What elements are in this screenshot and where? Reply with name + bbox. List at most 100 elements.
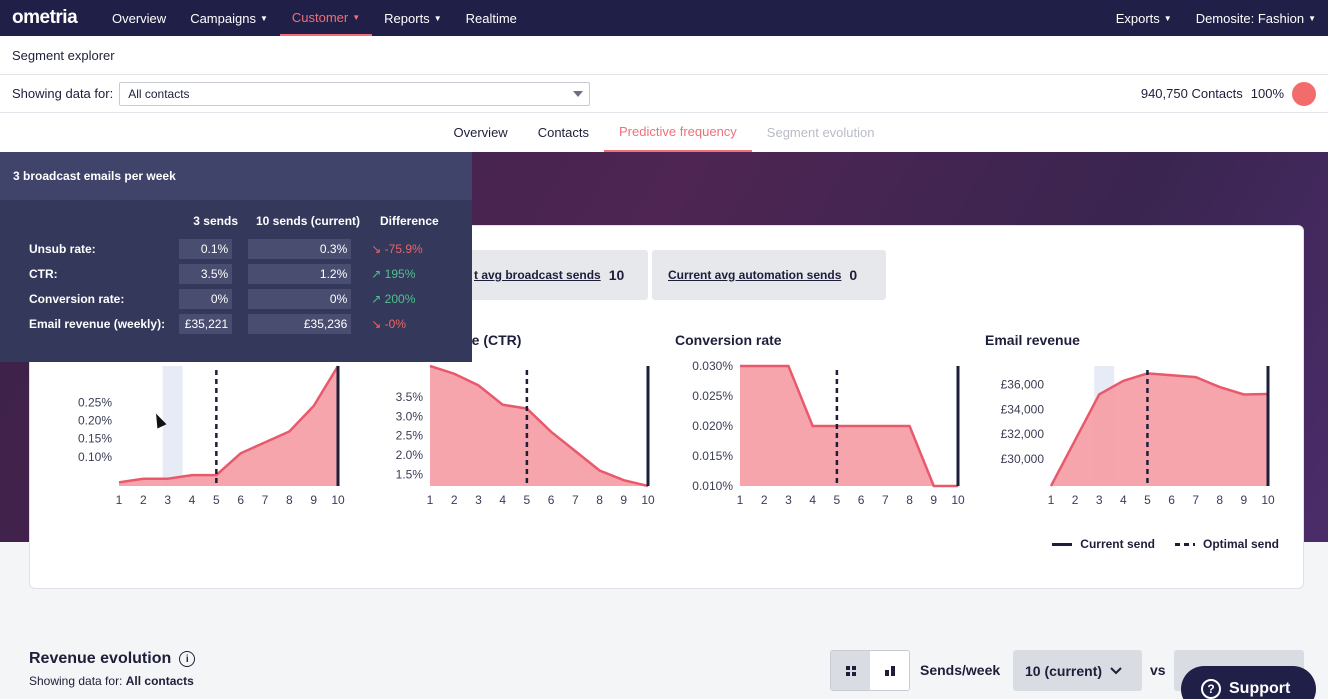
question-icon: ? (1201, 679, 1221, 699)
tooltip-col-a: 3 sends (193, 214, 238, 228)
tooltip-col-b: 10 sends (current) (256, 214, 361, 228)
tab-predictive-frequency[interactable]: Predictive frequency (604, 113, 752, 152)
tooltip-value-a: 3.5% (178, 263, 233, 284)
x-tick-label: 9 (620, 493, 627, 507)
nav-item-exports[interactable]: Exports ▼ (1104, 0, 1184, 36)
tooltip-value-a: 0% (178, 288, 233, 309)
sends-per-week-label: Sends/week (920, 662, 1001, 678)
x-tick-label: 5 (1144, 493, 1151, 507)
x-tick-label: 5 (213, 493, 220, 507)
legend-optimal-label: Optimal send (1202, 537, 1279, 551)
nav-item-reports[interactable]: Reports ▼ (372, 0, 453, 36)
email-revenue-chart[interactable]: £30,000 £32,000 £34,000 £36,000 1 2 3 4 5 6 7 8 9 10 (985, 360, 1285, 515)
tooltip-value-b: 0.3% (248, 238, 352, 259)
tab-overview[interactable]: Overview (453, 125, 508, 140)
top-nav: ometria Overview Campaigns ▼ Customer ▼ Repor… (0, 0, 1328, 36)
nav-item-overview[interactable]: Overview (100, 0, 178, 36)
x-tick-label: 1 (116, 493, 123, 507)
y-tick-label: £32,000 (1001, 427, 1045, 441)
x-tick-label: 1 (427, 493, 434, 507)
y-tick-label: 0.10% (78, 450, 112, 464)
x-tick-label: 6 (1168, 493, 1175, 507)
series-line (740, 364, 958, 488)
legend-current-label: Current send (1080, 537, 1155, 551)
page-title: Segment explorer (12, 47, 115, 63)
area-fill (119, 366, 338, 486)
area-fill (430, 366, 648, 486)
tooltip-row: Email revenue (weekly): £35,221 £35,236 ↘ -… (29, 311, 449, 336)
x-tick-label: 1 (1048, 493, 1055, 507)
x-tick-label: 3 (475, 493, 482, 507)
nav-item-customer[interactable]: Customer ▼ (279, 0, 373, 36)
tooltip-row-label: Conversion rate: (29, 291, 125, 306)
ometria-logo[interactable]: ometria (12, 7, 78, 28)
legend-optimal-send: Optimal send (1174, 537, 1279, 551)
bar-view-button[interactable] (870, 651, 909, 690)
frequency-tooltip: 3 broadcast emails per week 3 sends 10 s… (0, 152, 472, 362)
nav-item-realtime[interactable]: Realtime (454, 0, 529, 36)
tooltip-header-row: 3 sends 10 sends (current) Difference (29, 214, 449, 236)
caret-down-icon: ▼ (433, 13, 442, 23)
legend-current-send: Current send (1052, 537, 1155, 551)
x-tick-label: 2 (140, 493, 147, 507)
revenue-sub-value: All contacts (125, 674, 194, 688)
broadcast-sends-label[interactable]: t avg broadcast sends (474, 268, 601, 282)
grid-icon (845, 665, 856, 676)
y-tick-label: 2.0% (396, 448, 424, 462)
tooltip-diff-value: -0% (384, 316, 407, 331)
nav-item-label: Reports (384, 10, 430, 26)
tooltip-diff-value: -75.9% (384, 241, 423, 256)
revenue-sub-label: Showing data for: (29, 674, 123, 688)
nav-item-label: Campaigns (190, 10, 256, 26)
x-tick-label: 7 (262, 493, 269, 507)
x-tick-label: 8 (906, 493, 913, 507)
unsub-rate-chart[interactable]: 0.10% 0.15% 0.20% 0.25% 1 2 3 4 5 6 7 8 9 10 (60, 360, 360, 515)
view-toggle (830, 650, 910, 691)
arrow-down-right-icon: ↘ (371, 241, 382, 256)
x-tick-label: 8 (286, 493, 293, 507)
conversion-rate-chart[interactable]: 0.010% 0.015% 0.020% 0.025% 0.030% 1 2 3 4 5 6 7 8 9 1… (675, 359, 975, 515)
contacts-summary: 940,750 Contacts 100% (1140, 81, 1316, 106)
page-header: Segment explorer (0, 36, 1328, 75)
tooltip-row-label: Unsub rate: (29, 241, 96, 256)
dashed-line-icon (1174, 542, 1195, 546)
automation-sends-label[interactable]: Current avg automation sends (668, 268, 842, 282)
y-tick-label: 3.0% (396, 409, 424, 423)
x-tick-label: 3 (785, 493, 792, 507)
area-fill (1051, 373, 1268, 486)
x-tick-label: 9 (1241, 493, 1248, 507)
info-icon[interactable]: i (179, 651, 196, 667)
nav-item-campaigns[interactable]: Campaigns ▼ (178, 0, 280, 36)
x-tick-label: 10 (1261, 493, 1275, 507)
x-tick-label: 5 (524, 493, 531, 507)
tab-contacts[interactable]: Contacts (537, 125, 590, 140)
x-tick-label: 9 (310, 493, 317, 507)
y-tick-label: 0.030% (692, 359, 733, 373)
grid-view-button[interactable] (831, 651, 870, 690)
highlight-band (162, 366, 183, 486)
x-tick-label: 10 (641, 493, 655, 507)
tooltip-row-label: CTR: (29, 266, 58, 281)
tooltip-difference: ↗ 195% (371, 267, 449, 281)
support-button[interactable]: ? Support (1181, 666, 1316, 699)
x-tick-label: 8 (596, 493, 603, 507)
segment-select[interactable]: All contacts (119, 81, 591, 106)
y-tick-label: 0.20% (78, 414, 112, 428)
y-tick-label: 0.25% (78, 395, 112, 409)
nav-item-demosite-fashion[interactable]: Demosite: Fashion ▼ (1184, 0, 1328, 36)
tab-segment-evolution: Segment evolution (766, 125, 875, 140)
sends-select[interactable]: 10 (current) (1013, 650, 1142, 691)
filter-label: Showing data for: (12, 86, 114, 101)
solid-line-icon (1052, 542, 1073, 546)
contacts-count: 940,750 Contacts (1140, 86, 1243, 101)
tooltip-row: Unsub rate: 0.1% 0.3% ↘ -75.9% (29, 236, 449, 261)
x-tick-label: 3 (164, 493, 171, 507)
ctr-chart[interactable]: 1.5% 2.0% 2.5% 3.0% 3.5% 1 2 3 4 5 6 7 8 9 10 (380, 360, 670, 515)
nav-item-label: Demosite: Fashion (1195, 10, 1305, 26)
caret-down-icon: ▼ (1163, 13, 1172, 23)
x-tick-label: 7 (882, 493, 889, 507)
x-tick-label: 8 (1216, 493, 1223, 507)
x-tick-label: 6 (858, 493, 865, 507)
nav-item-label: Exports (1115, 10, 1160, 26)
revenue-evolution-heading: Revenue evolution i (29, 650, 196, 668)
